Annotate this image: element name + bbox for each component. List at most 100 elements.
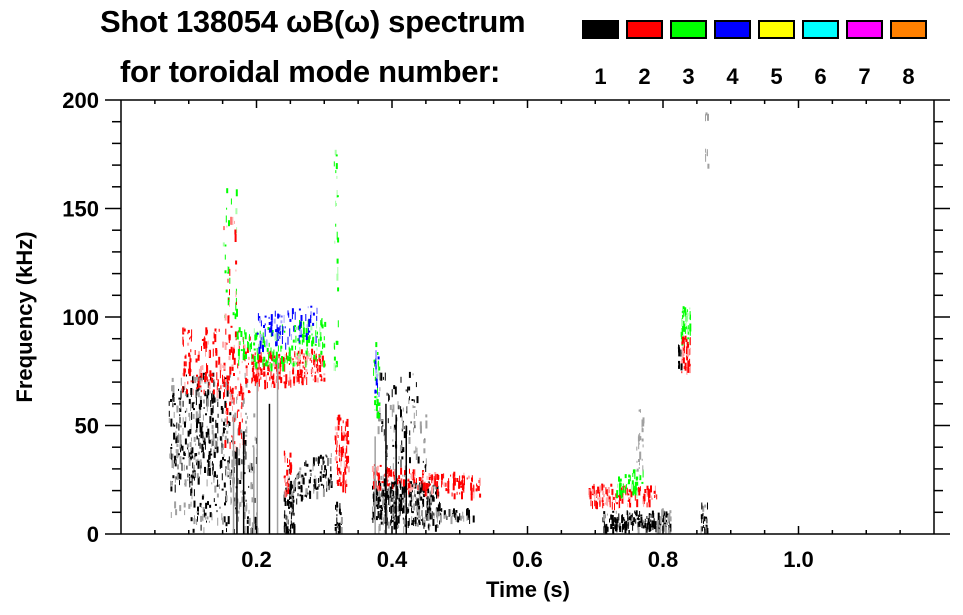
spectral-mark-mode-1 (210, 408, 213, 411)
spectral-mark-mode-1 (680, 363, 683, 371)
spectral-mark-mode-1 (229, 468, 231, 472)
spectral-mark-mode-2 (302, 353, 305, 357)
spectral-mark-mode-1 (382, 424, 384, 427)
spectral-mark-mode-3 (374, 409, 376, 411)
spectral-mark-mode-1 (320, 483, 323, 486)
spectral-mark-mode-1 (397, 401, 399, 410)
spectral-mark-mode-2 (278, 354, 281, 357)
spectral-mark-mode-2 (346, 418, 349, 427)
spectral-mark-mode-2 (603, 493, 605, 501)
spectral-mark-mode-1 (218, 390, 221, 399)
spectral-mark-mode-2 (230, 346, 233, 353)
spectral-mark-mode-2 (400, 467, 403, 475)
spectral-mark-mode-3 (249, 347, 251, 352)
spectral-mark-mode-3 (275, 351, 278, 360)
spectral-mark-mode-0 (642, 419, 645, 427)
spectral-mark-mode-2 (380, 486, 382, 491)
spectral-mark-mode-2 (234, 220, 235, 224)
spectral-mark-mode-3 (318, 342, 321, 347)
spectral-mark-mode-1 (437, 525, 439, 528)
spectral-mark-mode-2 (685, 339, 688, 343)
spectral-mark-mode-2 (267, 352, 269, 355)
spectral-mark-mode-2 (279, 362, 282, 369)
spectral-mark-mode-2 (342, 484, 345, 493)
spectral-mark-mode-1 (453, 508, 455, 517)
spectral-mark-mode-1 (299, 467, 302, 471)
spectral-mark-mode-1 (312, 463, 314, 471)
spectral-mark-mode-2 (208, 382, 210, 386)
spectral-mark-mode-1 (186, 465, 188, 470)
spectral-mark-mode-2 (301, 377, 304, 386)
spectral-mark-mode-2 (592, 500, 593, 509)
spectral-mark-mode-3 (253, 355, 256, 362)
spectral-mark-mode-2 (219, 370, 221, 379)
spectral-mark-mode-1 (224, 418, 227, 423)
spectral-mark-mode-1 (383, 509, 385, 512)
spectral-mark-mode-1 (415, 382, 417, 388)
spectral-mark-mode-0 (172, 453, 174, 458)
spectral-mark-mode-2 (334, 435, 337, 441)
spectral-mark-mode-1 (463, 515, 465, 522)
spectral-mark-mode-1 (703, 525, 705, 528)
spectral-mark-mode-1 (199, 434, 201, 437)
spectral-mark-mode-1 (176, 405, 179, 413)
spectral-mark-mode-0 (408, 437, 411, 444)
spectral-mark-mode-2 (312, 378, 315, 381)
spectral-mark-mode-1 (176, 422, 178, 429)
spectral-mark-mode-0 (379, 414, 382, 422)
spectral-mark-mode-3 (375, 404, 378, 411)
spectral-mark-mode-1 (173, 403, 176, 406)
spectral-mark-mode-0 (399, 444, 402, 451)
spectral-mark-mode-2 (593, 485, 595, 494)
spectral-mark-mode-2 (386, 474, 388, 482)
spectral-mark-mode-1 (283, 514, 285, 519)
spectral-mark-mode-2 (452, 483, 455, 491)
spectral-mark-mode-1 (319, 454, 322, 459)
spectral-mark-mode-2 (339, 450, 342, 457)
spectral-mark-mode-1 (181, 445, 184, 451)
spectral-mark-mode-2 (608, 496, 611, 500)
spectral-mark-mode-3 (312, 336, 315, 344)
spectral-mark-mode-3 (258, 343, 259, 349)
spectral-mark-mode-3 (275, 357, 277, 364)
spectral-mark-mode-1 (225, 423, 228, 427)
spectral-mark-mode-1 (399, 494, 401, 501)
spectral-mark-mode-0 (225, 382, 227, 390)
spectral-mark-mode-3 (302, 334, 305, 343)
spectral-mark-mode-1 (202, 422, 204, 428)
spectral-mark-mode-1 (174, 455, 177, 460)
spectral-mark-mode-2 (284, 381, 287, 389)
spectral-mark-mode-1 (639, 511, 641, 517)
spectral-mark-mode-1 (196, 428, 198, 433)
spectral-mark-mode-3 (336, 340, 339, 345)
spectral-mark-mode-4 (260, 333, 261, 341)
spectral-mark-mode-1 (284, 501, 287, 506)
spectral-mark-mode-0 (241, 402, 244, 407)
spectral-mark-mode-1 (706, 518, 708, 524)
spectral-mark-mode-1 (394, 505, 397, 514)
spectral-mark-mode-2 (287, 484, 289, 492)
spectral-mark-mode-0 (221, 513, 223, 521)
spectral-mark-mode-2 (319, 365, 322, 372)
spectral-mark-mode-1 (227, 471, 229, 478)
spectral-mark-mode-2 (192, 380, 194, 383)
spectral-mark-mode-1 (247, 516, 249, 520)
spectral-mark-mode-1 (392, 512, 394, 519)
spectral-mark-mode-4 (264, 323, 266, 326)
spectral-mark-mode-4 (287, 310, 289, 316)
spectral-mark-mode-2 (591, 485, 594, 489)
spectral-mark-mode-2 (610, 483, 613, 487)
spectral-mark-mode-1 (244, 440, 247, 446)
spectral-mark-mode-1 (168, 400, 170, 406)
spectral-mark-mode-1 (200, 426, 203, 434)
spectral-mark-mode-1 (386, 503, 388, 509)
spectral-mark-mode-2 (456, 478, 459, 482)
spectral-mark-mode-3 (375, 395, 378, 403)
spectral-mark-mode-2 (208, 350, 211, 358)
spectral-mark-mode-2 (621, 498, 624, 504)
spectral-mark-mode-1 (245, 451, 247, 460)
spectral-mark-mode-1 (615, 525, 617, 532)
spectral-mark-mode-1 (322, 457, 324, 462)
spectral-mark-mode-1 (180, 398, 182, 400)
spectral-mark-mode-2 (269, 376, 271, 381)
